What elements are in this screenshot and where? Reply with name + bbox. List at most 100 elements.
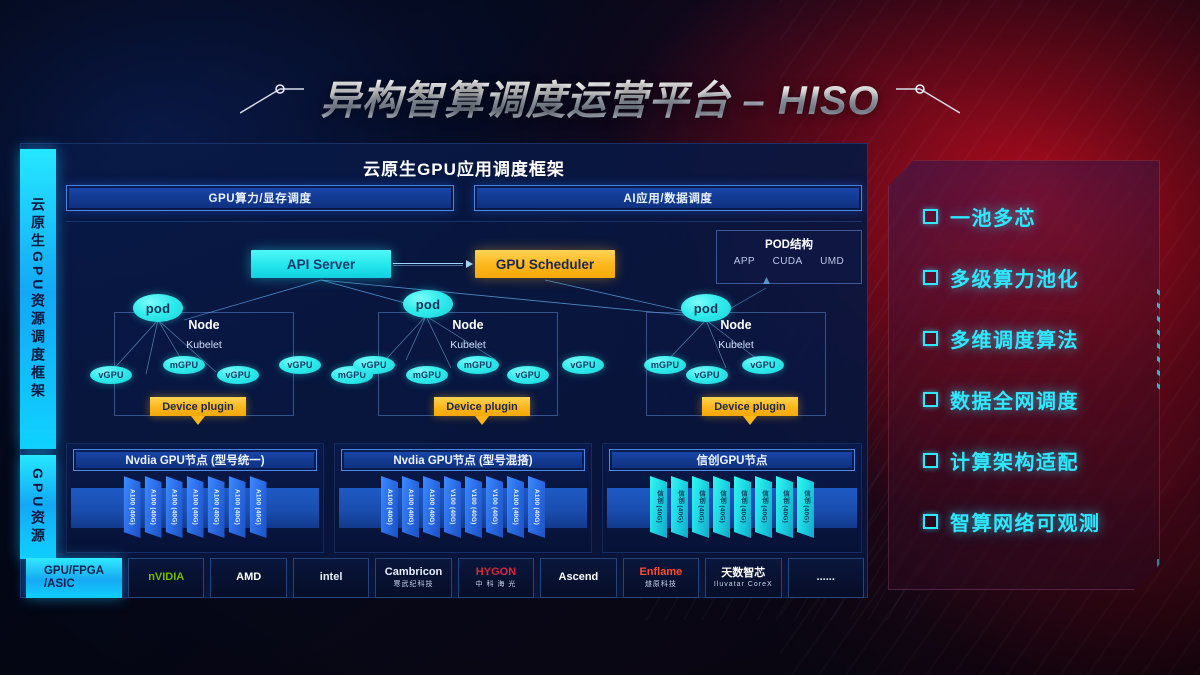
gpu-group-2-title-bar[interactable]: Nvdia GPU节点 (型号混搭) — [341, 449, 585, 471]
node-3-gpu-2-label: vGPU — [750, 360, 776, 370]
vendor-logo-gpu-fpga-asic[interactable]: GPU/FPGA/ASIC — [26, 558, 122, 598]
feature-item-4[interactable]: 数据全网调度 — [923, 376, 1155, 422]
node-1-gpu-1[interactable]: mGPU — [163, 356, 205, 374]
checkbox-icon[interactable] — [923, 209, 938, 224]
checkbox-icon[interactable] — [923, 331, 938, 346]
architecture-panel: 云原生GPU资源调度框架 GPU资源 云原生GPU应用调度框架 GPU算力/显存… — [20, 143, 868, 598]
node-3-gpu-1[interactable]: vGPU — [686, 366, 728, 384]
node-1-gpu-3[interactable]: vGPU — [279, 356, 321, 374]
node-1-gpu-0-label: vGPU — [98, 370, 124, 380]
feature-item-5[interactable]: 计算架构适配 — [923, 437, 1155, 483]
node-2-gpu-4[interactable]: vGPU — [562, 356, 604, 374]
checkbox-icon[interactable] — [923, 392, 938, 407]
gpu-card[interactable]: A100 (40G) — [381, 476, 398, 538]
gpu-card[interactable]: 信创 (40G) — [650, 476, 667, 538]
pod-structure-item-umd: UMD — [820, 256, 845, 267]
vendor-logo-enflame[interactable]: Enflame 燧原科技 — [622, 558, 700, 598]
vendor-logo-intel[interactable]: intel — [292, 558, 370, 598]
sidebar-tab-gpu-resource[interactable]: GPU资源 — [20, 455, 56, 559]
features-list: 一池多芯多级算力池化 多维调度算法 数据全网调度 计算架构适配 智算网络可观测 — [923, 193, 1155, 559]
vendor-logo-cambricon[interactable]: Cambricon 寒武纪科技 — [375, 558, 452, 598]
gpu-card[interactable]: A100 (40G) — [166, 476, 183, 538]
node-2-title: Node — [452, 318, 484, 332]
gpu-card[interactable]: A100 (40G) — [250, 476, 267, 538]
gpu-card-label: A100 (40G) — [512, 489, 519, 525]
gpu-card[interactable]: A100 (40G) — [528, 476, 545, 538]
node-3-kubelet: Kubelet — [718, 339, 754, 351]
gpu-card-label: 信创 (40G) — [760, 490, 768, 524]
gpu-card[interactable]: A100 (40G) — [423, 476, 440, 538]
vendor-logo-row: GPU/FPGA/ASIC nVIDIA AMD intel Cambricon 寒武纪科… — [26, 558, 864, 598]
node-1-gpu-2[interactable]: vGPU — [217, 366, 259, 384]
node-3-gpu-0[interactable]: mGPU — [644, 356, 686, 374]
feature-item-1[interactable]: 一池多芯 — [923, 193, 1155, 239]
gpu-card[interactable]: 信创 (40G) — [671, 476, 688, 538]
node-3-device-plugin[interactable]: Device plugin — [702, 397, 798, 416]
node-3-pod-label: pod — [693, 300, 719, 316]
node-3-gpu-2[interactable]: vGPU — [742, 356, 784, 374]
vendor-logo-hygon[interactable]: HYGON 中 科 海 光 — [457, 558, 535, 598]
node-3-gpu-0-label: mGPU — [650, 360, 680, 370]
node-2-gpu-1[interactable]: mGPU — [406, 366, 448, 384]
node-2-gpu-0[interactable]: vGPU — [353, 356, 395, 374]
gpu-card-label: A100 (40G) — [428, 489, 435, 525]
node-1-kubelet: Kubelet — [186, 339, 222, 351]
sidebar-tab-cloud-native-framework[interactable]: 云原生GPU资源调度框架 — [20, 149, 56, 449]
gpu-card-label: A100 (40G) — [233, 489, 241, 525]
vendor-logo-amd[interactable]: AMD — [210, 558, 287, 598]
gpu-group-2-cards: A100 (40G) A100 (40G) A100 (40G) V100 (40G)… — [335, 476, 591, 538]
feature-item-3[interactable]: 多维调度算法 — [923, 315, 1155, 361]
vendor-logo-[interactable]: ...... — [787, 558, 864, 598]
gpu-card[interactable]: 信创 (40G) — [713, 476, 730, 538]
node-2-gpu-3-label: vGPU — [515, 370, 541, 380]
gpu-card-label: 信创 (40G) — [739, 490, 747, 524]
node-2-gpu-2[interactable]: mGPU — [457, 356, 499, 374]
node-3-device-plugin-label: Device plugin — [714, 400, 786, 413]
header-bar-ai-data-label: AI应用/数据调度 — [623, 193, 713, 205]
gpu-card[interactable]: 信创 (40G) — [776, 476, 793, 538]
vendor-name: ...... — [816, 571, 835, 584]
gpu-card[interactable]: A100 (40G) — [187, 476, 204, 538]
checkbox-icon[interactable] — [923, 453, 938, 468]
feature-item-2[interactable]: 多级算力池化 — [923, 254, 1155, 300]
gpu-card[interactable]: 信创 (40G) — [734, 476, 751, 538]
gpu-group-1-title-bar[interactable]: Nvdia GPU节点 (型号统一) — [73, 449, 317, 471]
gpu-card[interactable]: V100 (40G) — [465, 476, 482, 538]
node-1-gpu-0[interactable]: vGPU — [90, 366, 132, 384]
node-1-pod[interactable]: pod — [133, 294, 183, 322]
gpu-group-3-shelf — [607, 488, 857, 528]
api-server-button[interactable]: API Server — [251, 250, 391, 278]
gpu-group-3-title-bar[interactable]: 信创GPU节点 — [609, 449, 855, 471]
node-3-pod[interactable]: pod — [681, 294, 731, 322]
feature-item-label: 一池多芯 — [950, 207, 1036, 230]
vendor-logo-nvidia[interactable]: nVIDIA — [128, 558, 205, 598]
gpu-card[interactable]: 信创 (40G) — [692, 476, 709, 538]
node-2-device-plugin[interactable]: Device plugin — [434, 397, 530, 416]
gpu-card[interactable]: A100 (40G) — [402, 476, 419, 538]
gpu-card[interactable]: A100 (40G) — [229, 476, 246, 538]
gpu-card-label: A100 (40G) — [386, 489, 393, 525]
header-bar-gpu-compute[interactable]: GPU算力/显存调度 — [66, 185, 454, 211]
gpu-card[interactable]: A100 (40G) — [507, 476, 524, 538]
node-2-gpu-1-label: mGPU — [412, 370, 442, 380]
node-2-pod[interactable]: pod — [403, 290, 453, 318]
gpu-card[interactable]: A100 (40G) — [208, 476, 225, 538]
gpu-card[interactable]: V100 (40G) — [486, 476, 503, 538]
node-2-gpu-3[interactable]: vGPU — [507, 366, 549, 384]
gpu-card[interactable]: A100 (40G) — [124, 476, 141, 538]
gpu-group-3-cards: 信创 (40G) 信创 (40G) 信创 (40G) 信创 (40G) 信创 (40G)… — [603, 476, 861, 538]
gpu-scheduler-button[interactable]: GPU Scheduler — [475, 250, 615, 278]
gpu-card[interactable]: V100 (40G) — [444, 476, 461, 538]
gpu-card[interactable]: A100 (40G) — [145, 476, 162, 538]
header-bar-ai-data[interactable]: AI应用/数据调度 — [474, 185, 862, 211]
gpu-card[interactable]: 信创 (40G) — [797, 476, 814, 538]
vendor-logo-ascend[interactable]: Ascend — [540, 558, 617, 598]
checkbox-icon[interactable] — [923, 514, 938, 529]
node-1-gpu-2-label: vGPU — [225, 370, 251, 380]
node-1-device-plugin[interactable]: Device plugin — [150, 397, 246, 416]
feature-item-6[interactable]: 智算网络可观测 — [923, 498, 1155, 544]
vendor-logo-[interactable]: 天数智芯 Iluvatar CoreX — [705, 558, 782, 598]
node-2-kubelet: Kubelet — [450, 339, 486, 351]
gpu-card[interactable]: 信创 (40G) — [755, 476, 772, 538]
checkbox-icon[interactable] — [923, 270, 938, 285]
